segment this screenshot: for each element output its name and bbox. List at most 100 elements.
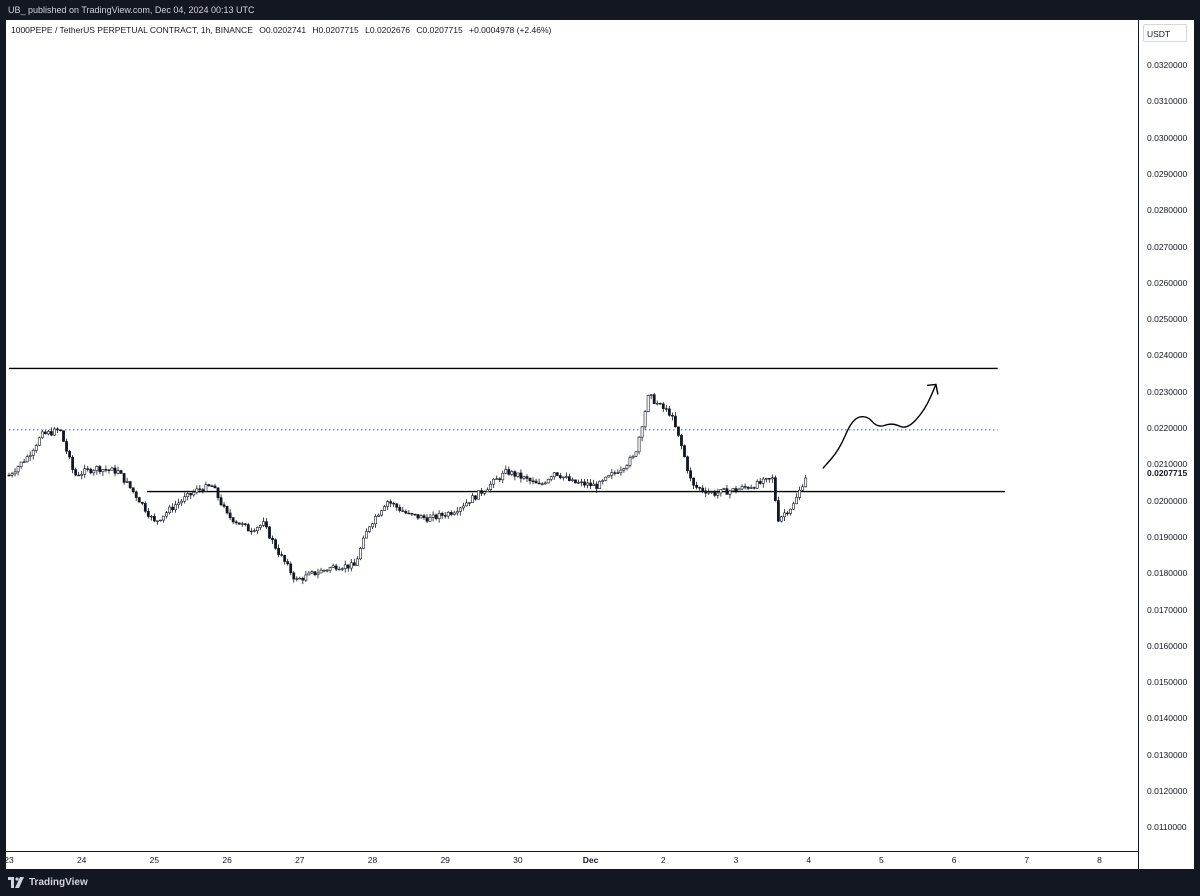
- candle-body: [501, 472, 505, 481]
- price-tick-label: 0.0270000: [1147, 241, 1188, 252]
- legend-change: +0.0004978 (+2.46%): [469, 25, 552, 35]
- candle-body: [477, 490, 480, 500]
- candle-body: [249, 530, 253, 533]
- candle-body: [319, 569, 323, 574]
- tradingview-logo-icon: [8, 877, 24, 888]
- candle-body: [140, 501, 144, 504]
- candle-body: [528, 478, 532, 482]
- currency-label[interactable]: USDT: [1143, 24, 1187, 42]
- candle-body: [143, 503, 147, 512]
- candle-body: [474, 495, 477, 500]
- price-tick-label: 0.0310000: [1147, 96, 1188, 107]
- candle-body: [280, 554, 284, 556]
- candle-body: [743, 486, 747, 488]
- brand: TradingView: [8, 877, 88, 888]
- candle-body: [549, 476, 553, 480]
- legend-low: L0.0202676: [365, 25, 411, 35]
- symbol-legend: 1000PEPE / TetherUS PERPETUAL CONTRACT, …: [11, 25, 555, 35]
- candle-body: [80, 473, 84, 476]
- candle-body: [525, 476, 529, 479]
- candle-body: [119, 470, 123, 474]
- candle-body: [116, 470, 120, 474]
- candle-body: [755, 481, 759, 489]
- publish-bar: UB_ published on TradingView.com, Dec 04…: [0, 0, 1200, 20]
- candle-body: [728, 490, 732, 495]
- time-tick-label: 24: [76, 855, 87, 865]
- candle-body: [455, 511, 459, 514]
- candle-body: [243, 523, 247, 525]
- legend-symbol: 1000PEPE / TetherUS PERPETUAL CONTRACT, …: [11, 25, 253, 35]
- candle-body: [349, 562, 353, 569]
- candle-body: [616, 472, 620, 474]
- candle-body: [328, 567, 332, 571]
- candle-body: [86, 468, 90, 470]
- candle-body: [689, 470, 692, 479]
- candle-body: [798, 489, 802, 498]
- candle-body: [580, 481, 583, 483]
- candle-body: [540, 483, 544, 485]
- candle-body: [149, 515, 153, 518]
- candle-body: [189, 493, 193, 496]
- candle-body: [449, 512, 453, 515]
- legend-high: H0.0207715: [312, 25, 359, 35]
- candle-body: [649, 394, 653, 396]
- candle-body: [362, 537, 365, 549]
- candle-body: [262, 521, 265, 526]
- candle-body: [704, 490, 708, 494]
- candle-body: [764, 478, 768, 480]
- candle-body: [749, 487, 753, 489]
- candle-body: [701, 487, 705, 492]
- time-tick-label: 8: [1097, 855, 1102, 865]
- candle-body: [795, 497, 798, 505]
- candle-body: [543, 482, 547, 485]
- candle-body: [168, 506, 171, 513]
- candle-body: [713, 491, 717, 496]
- time-axis[interactable]: 23 24 25 26 27 28 29 30 Dec 2 3 4 5 6 7 8: [4, 851, 1138, 870]
- candle-body: [443, 515, 447, 517]
- candle-body: [552, 472, 556, 478]
- candle-body: [40, 431, 44, 439]
- candle-body: [634, 451, 638, 457]
- candle-body: [283, 555, 287, 562]
- candle-body: [37, 437, 41, 446]
- candle-body: [240, 523, 244, 525]
- candle-body: [434, 514, 438, 520]
- time-tick-label: 29: [440, 855, 450, 865]
- candle-body: [683, 445, 686, 458]
- chart-pane[interactable]: 1000PEPE / TetherUS PERPETUAL CONTRACT, …: [6, 20, 1138, 851]
- candle-body: [271, 537, 274, 541]
- candle-body: [95, 466, 99, 471]
- candle-body: [428, 517, 432, 522]
- candle-body: [631, 455, 635, 459]
- candle-body: [504, 469, 508, 474]
- candle-body: [62, 430, 65, 442]
- candle-body: [758, 481, 762, 484]
- candle-body: [358, 548, 362, 560]
- candle-body: [410, 512, 414, 515]
- candle-body: [716, 492, 720, 496]
- candle-body: [495, 478, 499, 480]
- candle-body: [598, 481, 602, 489]
- candle-body: [558, 475, 562, 479]
- price-tick-label: 0.0130000: [1147, 749, 1188, 760]
- price-axis[interactable]: USDT 0.0320000 0.0310000 0.0300000 0.029000…: [1138, 20, 1195, 869]
- candle-body: [122, 473, 126, 483]
- publish-info: UB_ published on TradingView.com, Dec 04…: [8, 5, 255, 15]
- candle-body: [392, 502, 396, 505]
- candle-body: [13, 471, 17, 475]
- candle-body: [486, 489, 490, 493]
- candle-body: [440, 512, 444, 516]
- candle-body: [425, 517, 429, 522]
- candle-body: [489, 483, 493, 490]
- candle-body: [792, 503, 795, 510]
- candle-body: [619, 469, 623, 474]
- candle-body: [577, 482, 580, 484]
- candle-body: [398, 506, 402, 511]
- candle-body: [519, 472, 523, 479]
- candle-body: [737, 488, 741, 492]
- candle-body: [592, 483, 596, 487]
- candle-body: [680, 435, 683, 446]
- candle-body: [110, 467, 114, 471]
- candle-body: [452, 512, 456, 515]
- candle-body: [225, 506, 229, 514]
